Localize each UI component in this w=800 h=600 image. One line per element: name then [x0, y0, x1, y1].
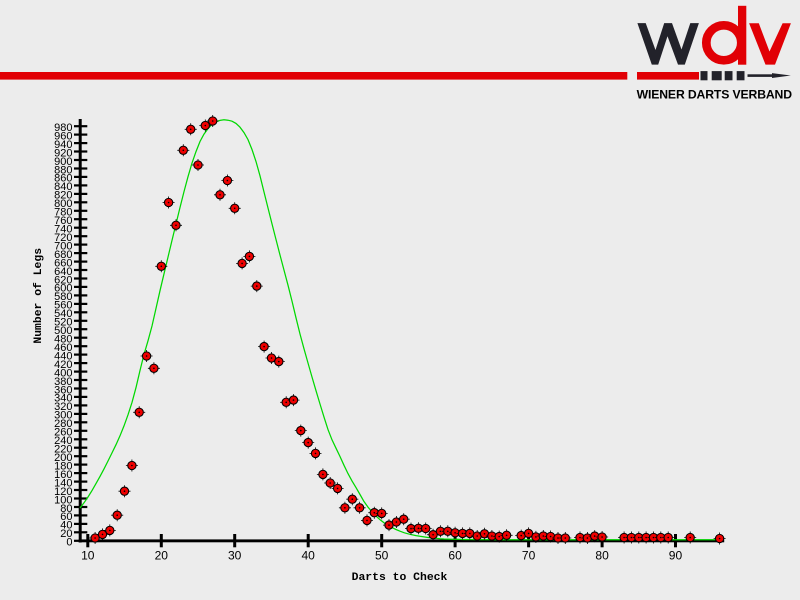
svg-text:700: 700	[54, 240, 72, 252]
svg-text:60: 60	[60, 511, 72, 523]
svg-text:80: 80	[60, 503, 72, 515]
svg-text:760: 760	[54, 215, 72, 227]
svg-text:460: 460	[54, 342, 72, 354]
svg-text:340: 340	[54, 393, 72, 405]
svg-text:920: 920	[54, 147, 72, 159]
svg-text:120: 120	[54, 486, 72, 498]
svg-text:960: 960	[54, 130, 72, 142]
svg-text:Darts to Check: Darts to Check	[352, 572, 448, 584]
svg-text:740: 740	[54, 224, 72, 236]
svg-text:0: 0	[66, 537, 72, 549]
svg-text:40: 40	[301, 549, 315, 563]
svg-text:20: 20	[60, 528, 72, 540]
svg-text:40: 40	[60, 520, 72, 532]
svg-text:WIENER DARTS VERBAND: WIENER DARTS VERBAND	[637, 87, 794, 101]
svg-text:560: 560	[54, 300, 72, 312]
svg-text:820: 820	[54, 190, 72, 202]
svg-text:380: 380	[54, 376, 72, 388]
svg-text:280: 280	[54, 418, 72, 430]
svg-text:360: 360	[54, 384, 72, 396]
svg-text:220: 220	[54, 444, 72, 456]
svg-text:800: 800	[54, 198, 72, 210]
svg-text:780: 780	[54, 207, 72, 219]
svg-text:30: 30	[228, 549, 242, 563]
svg-text:70: 70	[522, 549, 536, 563]
svg-text:840: 840	[54, 181, 72, 193]
svg-text:100: 100	[54, 494, 72, 506]
svg-text:20: 20	[155, 549, 169, 563]
svg-text:660: 660	[54, 257, 72, 269]
svg-text:300: 300	[54, 410, 72, 422]
svg-text:90: 90	[669, 549, 683, 563]
svg-text:520: 520	[54, 317, 72, 329]
svg-text:240: 240	[54, 435, 72, 447]
svg-text:320: 320	[54, 401, 72, 413]
svg-text:260: 260	[54, 427, 72, 439]
svg-text:880: 880	[54, 164, 72, 176]
svg-text:50: 50	[375, 549, 389, 563]
svg-text:640: 640	[54, 266, 72, 278]
svg-text:540: 540	[54, 308, 72, 320]
svg-text:Number of Legs: Number of Legs	[33, 248, 45, 344]
svg-text:940: 940	[54, 139, 72, 151]
svg-text:500: 500	[54, 325, 72, 337]
svg-text:80: 80	[595, 549, 609, 563]
svg-text:480: 480	[54, 334, 72, 346]
svg-text:620: 620	[54, 274, 72, 286]
svg-text:440: 440	[54, 350, 72, 362]
svg-text:600: 600	[54, 283, 72, 295]
svg-text:160: 160	[54, 469, 72, 481]
svg-text:860: 860	[54, 173, 72, 185]
svg-text:720: 720	[54, 232, 72, 244]
svg-text:200: 200	[54, 452, 72, 464]
svg-text:900: 900	[54, 156, 72, 168]
svg-text:400: 400	[54, 367, 72, 379]
svg-text:140: 140	[54, 477, 72, 489]
svg-text:980: 980	[54, 122, 72, 134]
svg-text:180: 180	[54, 460, 72, 472]
svg-text:10: 10	[81, 549, 95, 563]
svg-text:680: 680	[54, 249, 72, 261]
svg-text:420: 420	[54, 359, 72, 371]
svg-text:60: 60	[448, 549, 462, 563]
svg-text:580: 580	[54, 291, 72, 303]
